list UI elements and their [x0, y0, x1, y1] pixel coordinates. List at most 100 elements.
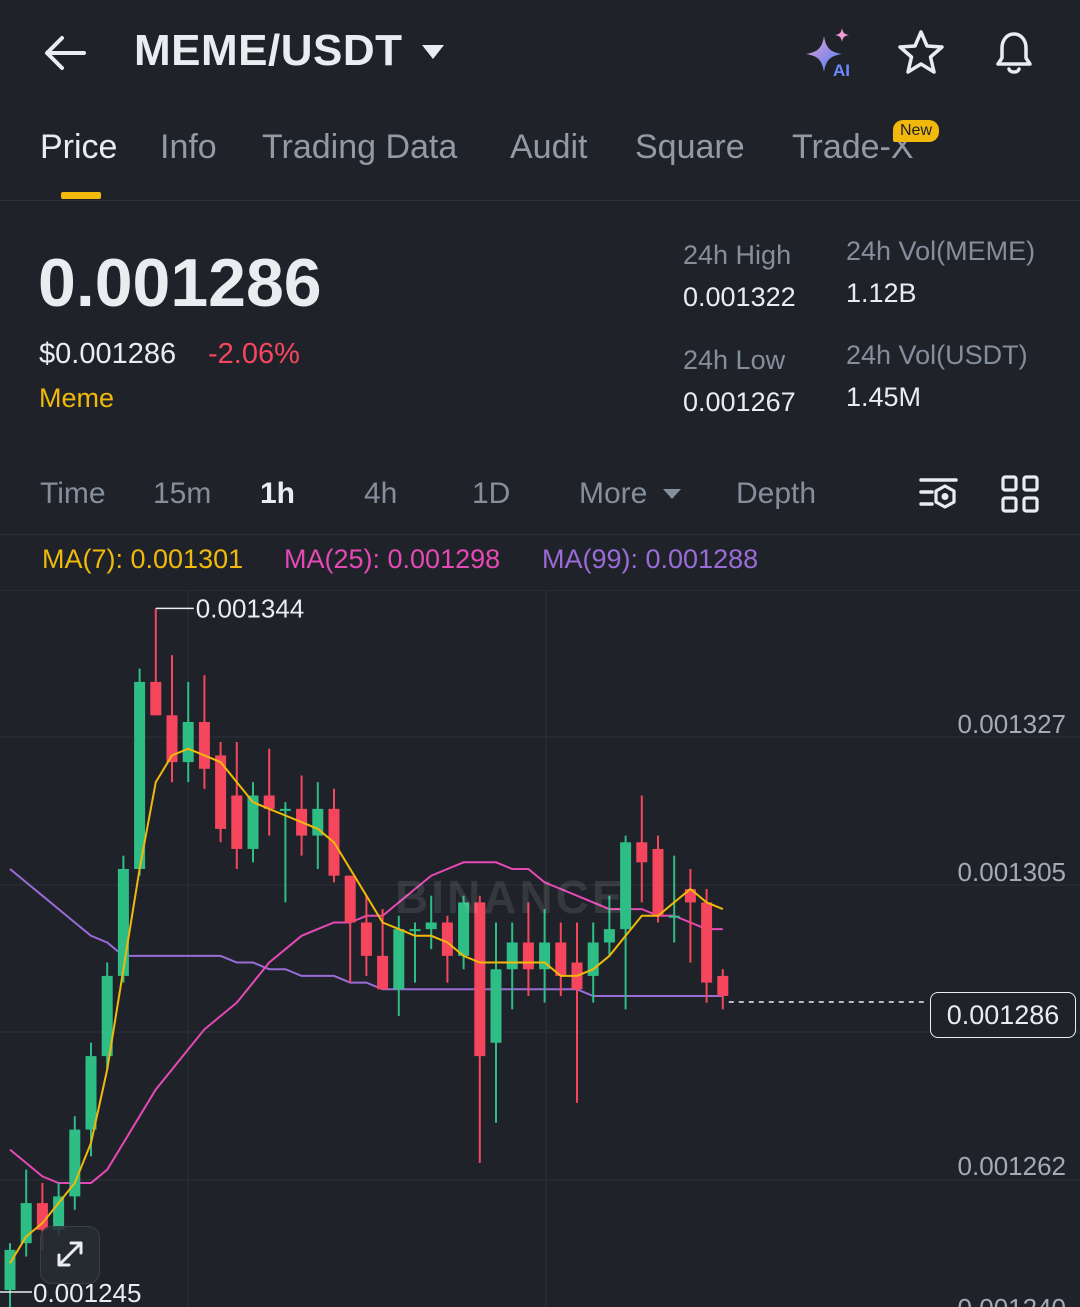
favorite-star-icon[interactable]	[896, 28, 946, 78]
candle-body	[409, 929, 421, 932]
candle	[474, 895, 486, 1163]
tab-trading-data[interactable]: Trading Data	[262, 128, 458, 166]
candle	[522, 902, 534, 996]
interval-15m[interactable]: 15m	[153, 477, 212, 510]
candle-body	[312, 808, 324, 836]
candle-body	[263, 795, 275, 809]
interval-1h[interactable]: 1h	[260, 477, 296, 510]
candle	[85, 1042, 97, 1157]
candle-body	[555, 942, 567, 976]
expand-icon	[57, 1241, 83, 1267]
candle	[360, 895, 372, 976]
candle	[490, 922, 502, 1123]
interval-1d[interactable]: 1D	[472, 477, 511, 510]
candle	[555, 922, 567, 996]
candle-body	[215, 755, 227, 829]
candle	[328, 788, 340, 883]
candle	[717, 969, 729, 1010]
vol-base-label: 24h Vol(MEME)	[846, 236, 1036, 266]
vol-quote-label: 24h Vol(USDT)	[846, 340, 1028, 370]
candle	[182, 681, 194, 783]
candle-body	[360, 922, 372, 956]
candle-body	[506, 942, 518, 970]
candle	[652, 835, 664, 923]
candle-body	[474, 902, 486, 1057]
candle-body	[620, 842, 632, 930]
chart-settings-icon[interactable]	[918, 474, 960, 514]
candle	[215, 742, 227, 843]
chevron-down-icon[interactable]	[420, 42, 446, 62]
tab-info[interactable]: Info	[160, 128, 217, 166]
caret-down-icon[interactable]	[662, 487, 682, 501]
candle-body	[668, 915, 680, 918]
candle-body	[69, 1129, 81, 1197]
candle-body	[425, 922, 437, 930]
high-label: 24h High	[683, 240, 792, 270]
candle	[425, 895, 437, 950]
binance-watermark: BINANCE	[395, 871, 626, 923]
candle	[539, 909, 551, 1003]
pair-title[interactable]: MEME/USDT	[134, 26, 403, 75]
candle	[587, 922, 599, 1003]
candle	[117, 855, 129, 983]
candle	[571, 922, 583, 1103]
ma99-legend: MA(99): 0.001288	[542, 544, 759, 574]
candle	[166, 655, 178, 783]
candle-body	[85, 1056, 97, 1130]
candle	[701, 889, 713, 1003]
price-change: -2.06%	[208, 338, 300, 370]
candle-body	[198, 722, 210, 769]
candle-body	[101, 975, 113, 1057]
candle-body	[344, 875, 356, 923]
detail-tabs: Price Info Trading Data Audit Square Tra…	[0, 110, 1080, 201]
candle-body	[20, 1203, 32, 1244]
expand-chart-button[interactable]	[40, 1226, 100, 1284]
back-arrow-icon[interactable]	[40, 30, 90, 76]
candle	[198, 675, 210, 789]
usd-price: $0.001286	[39, 338, 177, 370]
candle-body	[458, 902, 470, 956]
candle	[620, 835, 632, 1010]
interval-more[interactable]: More	[579, 477, 648, 510]
interval-4h[interactable]: 4h	[364, 477, 398, 510]
candle-body	[636, 842, 648, 863]
tab-square[interactable]: Square	[635, 128, 745, 166]
coin-name-link[interactable]: Meme	[39, 383, 115, 413]
candle-body	[393, 929, 405, 990]
grid-layout-icon[interactable]	[1000, 474, 1040, 514]
tab-price[interactable]: Price	[40, 128, 118, 166]
candlestick-chart[interactable]: 0.001349 0.001327 0.001305 0.001262 0.001240…	[0, 590, 1080, 1307]
candle-body	[539, 942, 551, 970]
y-tick-label: 0.001305	[958, 857, 1066, 887]
ma7-path	[9, 747, 724, 1264]
candle-body	[377, 955, 389, 990]
candle	[636, 795, 648, 903]
candle	[20, 1169, 32, 1257]
candle	[150, 608, 162, 716]
candle-body	[182, 722, 194, 763]
current-price-tag: 0.001286	[930, 992, 1076, 1038]
candle	[69, 1116, 81, 1210]
candle	[247, 782, 259, 863]
candle	[279, 802, 291, 903]
y-tick-label: 0.001349	[958, 590, 1066, 592]
y-tick-label: 0.001262	[958, 1151, 1066, 1181]
ma7-legend: MA(7): 0.001301	[42, 544, 244, 574]
candle	[441, 915, 453, 983]
ai-sparkle-icon[interactable]: AI	[802, 26, 860, 82]
tab-audit[interactable]: Audit	[510, 128, 588, 166]
candle-body	[441, 922, 453, 956]
candle	[668, 855, 680, 943]
interval-depth[interactable]: Depth	[736, 477, 817, 510]
candle-body	[247, 795, 259, 849]
top-bar: MEME/USDT AI	[0, 0, 1080, 105]
interval-time[interactable]: Time	[40, 477, 106, 510]
candle-body	[166, 715, 178, 763]
vol-quote-value: 1.45M	[846, 382, 922, 412]
y-axis-labels: 0.001349 0.001327 0.001305 0.001262 0.001240	[958, 590, 1066, 1307]
bell-icon[interactable]	[988, 26, 1040, 78]
ma7-line	[9, 747, 724, 1264]
candle-body	[717, 975, 729, 996]
new-badge: New	[893, 120, 940, 142]
